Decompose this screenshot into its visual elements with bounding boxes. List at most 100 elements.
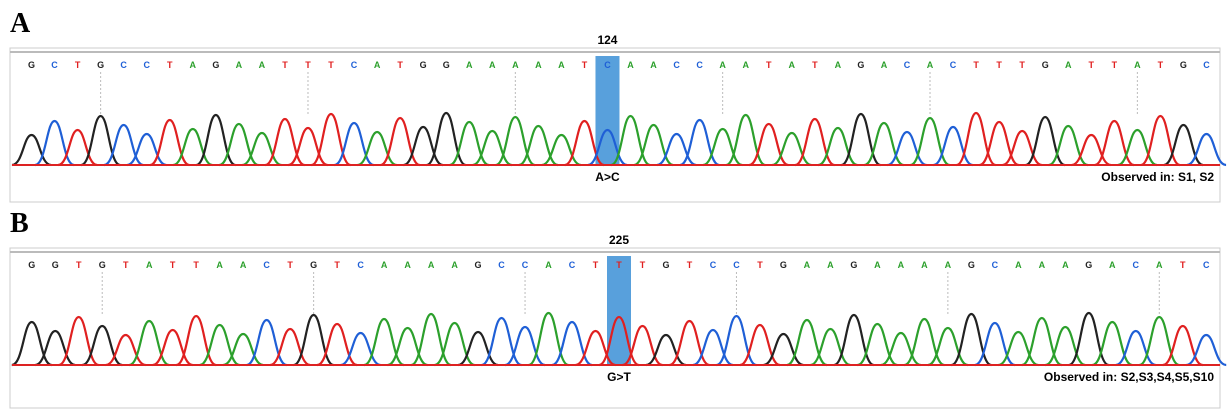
panel-label: B (10, 208, 29, 239)
trace-peak (482, 318, 522, 365)
base-call: G (857, 60, 864, 70)
trace-peak (1139, 317, 1179, 365)
base-call: G (1180, 60, 1187, 70)
base-call: A (1134, 60, 1141, 70)
base-call: C (351, 60, 358, 70)
base-call: T (1180, 260, 1186, 270)
base-call: T (1089, 60, 1095, 70)
trace-peak (150, 120, 189, 165)
base-call: A (259, 60, 266, 70)
base-call: T (1019, 60, 1025, 70)
base-call: T (616, 260, 622, 270)
trace-peak (1141, 116, 1180, 165)
trace-peak (294, 315, 334, 365)
base-call: A (1062, 260, 1069, 270)
base-call: G (28, 260, 35, 270)
trace-peak (910, 118, 949, 165)
base-call: T (640, 260, 646, 270)
base-call: T (1158, 60, 1164, 70)
base-call: C (604, 60, 611, 70)
base-call: A (545, 260, 552, 270)
trace-peak (311, 114, 350, 165)
base-call: C (950, 60, 957, 70)
mutation-label: A>C (595, 170, 620, 184)
base-call: A (236, 60, 243, 70)
base-call: G (443, 60, 450, 70)
base-call: T (75, 60, 81, 70)
base-call: C (696, 60, 703, 70)
variant-position: 124 (597, 33, 617, 47)
trace-peak (716, 316, 756, 365)
base-call: C (992, 260, 999, 270)
base-call: G (850, 260, 857, 270)
base-call: T (812, 60, 818, 70)
trace-peak (957, 113, 996, 165)
base-call: A (827, 260, 834, 270)
trace-peak (247, 320, 287, 365)
base-call: A (881, 60, 888, 70)
base-call: T (328, 60, 334, 70)
base-call: T (334, 260, 340, 270)
trace-peak (787, 320, 827, 365)
base-call: C (263, 260, 270, 270)
base-call: T (193, 260, 199, 270)
base-call: A (804, 260, 811, 270)
base-call: A (404, 260, 411, 270)
trace-peak (496, 117, 535, 165)
base-call: A (374, 60, 381, 70)
observed-label: Observed in: S1, S2 (1101, 170, 1214, 184)
base-call: A (719, 60, 726, 70)
base-call: T (973, 60, 979, 70)
base-call: A (789, 60, 796, 70)
base-call: C (1203, 60, 1210, 70)
base-call: A (1109, 260, 1116, 270)
base-call: A (451, 260, 458, 270)
base-call: A (627, 60, 634, 70)
base-call: G (212, 60, 219, 70)
base-call: T (397, 60, 403, 70)
base-call: T (766, 60, 772, 70)
base-call: C (673, 60, 680, 70)
trace-peak (59, 317, 99, 365)
base-call: C (904, 60, 911, 70)
base-call: A (835, 60, 842, 70)
base-call: A (921, 260, 928, 270)
base-call: C (357, 260, 364, 270)
trace-peak (670, 321, 710, 365)
base-call: A (874, 260, 881, 270)
base-call: A (146, 260, 153, 270)
base-call: T (757, 260, 763, 270)
base-call: G (99, 260, 106, 270)
base-call: G (475, 260, 482, 270)
base-call: A (927, 60, 934, 70)
trace-peak (81, 116, 120, 165)
trace-peak (427, 113, 466, 165)
base-call: A (381, 260, 388, 270)
panel: A124GCTGCCTAGAATTTCATGGAAAAATCAACCAATATA… (10, 8, 1226, 202)
base-call: C (498, 260, 505, 270)
trace-peak (726, 115, 765, 165)
trace-peak (129, 321, 169, 365)
trace-peak (364, 319, 404, 365)
base-call: T (167, 60, 173, 70)
base-call: G (1042, 60, 1049, 70)
base-call: A (1156, 260, 1163, 270)
base-call: A (1015, 260, 1022, 270)
base-call: G (968, 260, 975, 270)
figure: A 124 G C T G C C T A G A A T T T C A T G G A A A A A T C A A C C A A T A T A… (0, 0, 1231, 414)
base-call: C (1133, 260, 1140, 270)
base-call: G (420, 60, 427, 70)
base-call: G (780, 260, 787, 270)
base-call: A (489, 60, 496, 70)
trace-peak (265, 119, 304, 165)
base-call: A (216, 260, 223, 270)
base-call: G (1085, 260, 1092, 270)
base-call: A (898, 260, 905, 270)
base-call: G (97, 60, 104, 70)
base-call: A (558, 60, 565, 70)
base-call: G (28, 60, 35, 70)
trace-peak (1069, 313, 1109, 365)
trace-peak (176, 316, 216, 365)
trace-peak (904, 319, 944, 365)
trace-peak (834, 315, 874, 365)
